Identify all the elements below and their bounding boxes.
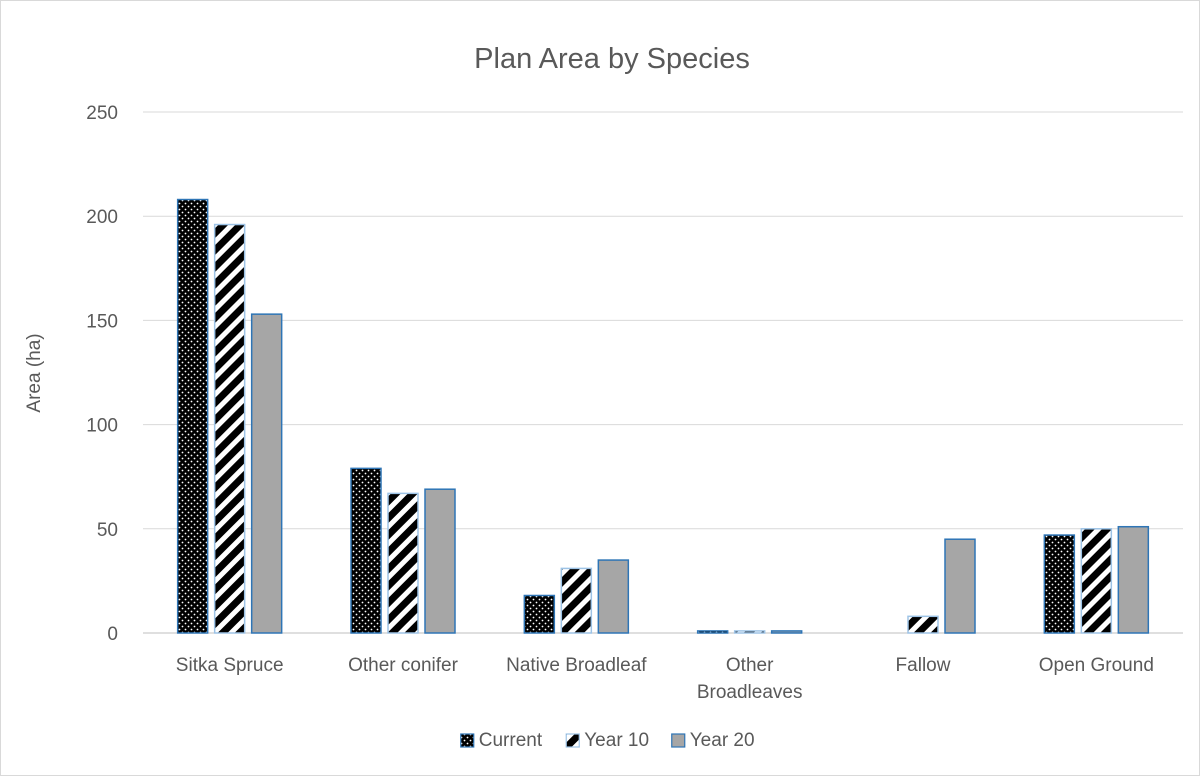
- y-tick-label: 100: [86, 416, 118, 437]
- bar-year-20: [250, 313, 283, 634]
- y-tick-label: 0: [107, 624, 118, 645]
- bar-year-20: [1117, 525, 1150, 634]
- legend-label: Year 20: [690, 730, 755, 751]
- bar-year-10: [213, 223, 246, 634]
- bars: [176, 198, 1150, 634]
- x-tick-label: Other conifer: [348, 655, 458, 676]
- bar-year-20: [597, 559, 630, 634]
- bar-current: [1043, 534, 1076, 634]
- x-tick-label-line: Other conifer: [348, 655, 458, 676]
- bar-year-10: [907, 615, 939, 634]
- bar-year-10: [1080, 528, 1113, 634]
- y-tick-label: 150: [86, 311, 118, 332]
- x-tick-label: Sitka Spruce: [176, 655, 284, 676]
- chart-title: Plan Area by Species: [474, 43, 750, 75]
- bar-current: [350, 467, 382, 634]
- bar-current: [523, 594, 556, 634]
- y-tick-label: 50: [97, 520, 118, 541]
- bar-year-20: [770, 630, 803, 634]
- x-tick-label: Native Broadleaf: [506, 655, 647, 676]
- bar-current: [176, 198, 209, 634]
- x-tick-label-line: Sitka Spruce: [176, 655, 284, 676]
- legend-swatch-year-20: [671, 733, 686, 748]
- x-axis-labels: Sitka Spruce Other conifer Native Broadlea…: [176, 655, 1154, 703]
- y-axis-ticks: 0 50 100 150 200 250: [86, 103, 118, 645]
- y-tick-label: 250: [86, 103, 118, 124]
- x-tick-label-line: Fallow: [896, 655, 951, 676]
- bar-year-20: [424, 488, 456, 634]
- x-tick-label: Other Broadleaves: [697, 655, 803, 703]
- x-tick-label-line: Native Broadleaf: [506, 655, 647, 676]
- legend-label: Year 10: [584, 730, 649, 751]
- y-tick-label: 200: [86, 207, 118, 228]
- x-tick-label: Open Ground: [1039, 655, 1154, 676]
- x-tick-label-line: Broadleaves: [697, 682, 803, 703]
- y-axis-label: Area (ha): [24, 333, 45, 412]
- bar-current: [696, 630, 729, 634]
- bar-year-20: [944, 538, 976, 634]
- legend-swatch-current: [460, 733, 475, 748]
- x-tick-label-line: Other: [726, 655, 774, 676]
- x-tick-label-line: Open Ground: [1039, 655, 1154, 676]
- legend-label: Current: [479, 730, 543, 751]
- bar-year-10: [560, 567, 593, 634]
- legend: Current Year 10 Year 20: [460, 730, 755, 751]
- bar-year-10: [733, 630, 766, 634]
- bar-year-10: [387, 492, 419, 634]
- x-tick-label: Fallow: [896, 655, 951, 676]
- legend-swatch-year-10: [565, 733, 580, 748]
- gridlines: [143, 111, 1183, 634]
